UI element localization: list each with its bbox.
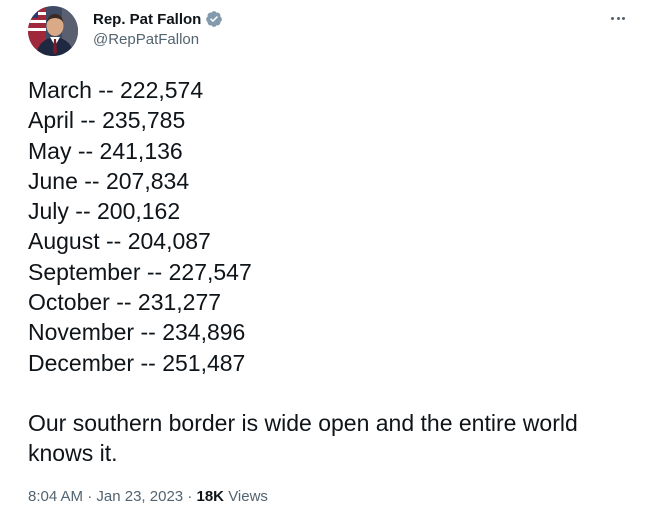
tweet-time[interactable]: 8:04 AM <box>28 488 84 505</box>
more-dot <box>616 16 620 20</box>
tweet-line-december: December -- 251,487 <box>28 349 246 376</box>
verified-badge-icon <box>205 10 223 28</box>
tweet-line-august: August -- 204,087 <box>28 228 211 255</box>
tweet-line-october: October -- 231,277 <box>28 289 222 316</box>
tweet-line-june: June -- 207,834 <box>28 167 190 194</box>
meta-separator: · <box>87 488 93 505</box>
tweet-meta: 8:04 AM · Jan 23, 2023 · 18K Views <box>28 488 268 505</box>
avatar-image <box>28 6 78 56</box>
handle[interactable]: @RepPatFallon <box>93 31 200 48</box>
more-dot <box>621 16 625 20</box>
tweet-line-may: May -- 241,136 <box>28 137 183 164</box>
more-dot <box>611 16 615 20</box>
tweet-line-april: April -- 235,785 <box>28 107 186 134</box>
avatar[interactable] <box>28 6 78 56</box>
meta-separator: · <box>187 488 193 505</box>
tweet-line-september: September -- 227,547 <box>28 258 252 285</box>
tweet-date[interactable]: Jan 23, 2023 <box>96 488 184 505</box>
views-label: Views <box>228 488 268 505</box>
tweet-text: March -- 222,574 April -- 235,785 May --… <box>28 75 638 469</box>
display-name[interactable]: Rep. Pat Fallon <box>93 10 202 28</box>
author-block: Rep. Pat Fallon @RepPatFallon <box>93 9 223 48</box>
name-row: Rep. Pat Fallon <box>93 9 223 29</box>
tweet-line-november: November -- 234,896 <box>28 319 246 346</box>
views-count: 18K <box>196 488 225 505</box>
tweet-closing-text: Our southern border is wide open and the… <box>28 409 578 467</box>
tweet-line-july: July -- 200,162 <box>28 198 181 225</box>
tweet-line-march: March -- 222,574 <box>28 77 204 103</box>
more-horizontal-icon[interactable] <box>604 8 632 28</box>
